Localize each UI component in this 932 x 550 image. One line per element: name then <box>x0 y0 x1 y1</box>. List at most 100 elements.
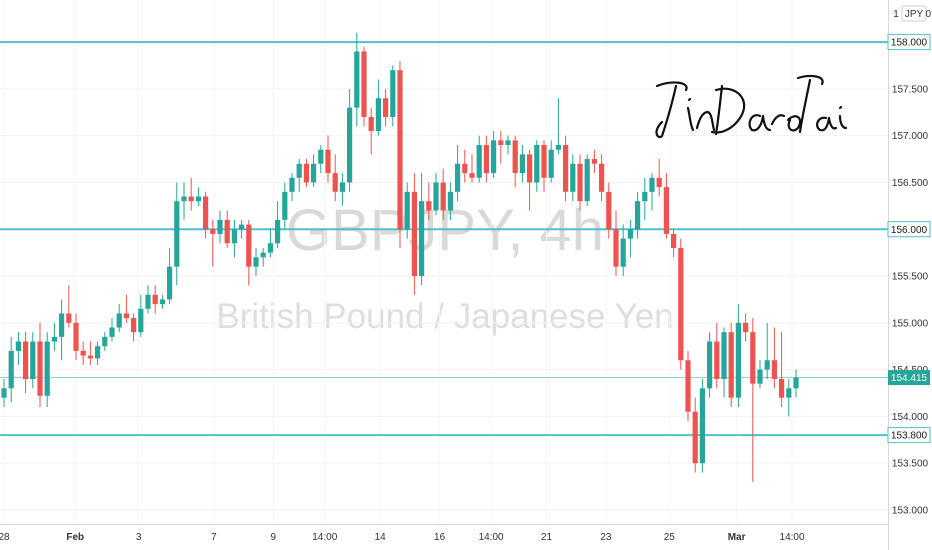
candle-body <box>519 154 525 174</box>
y-tick-label: 153.500 <box>892 459 929 470</box>
candle-body <box>606 191 612 230</box>
currency-label[interactable]: 1 JPY 0 <box>893 5 931 22</box>
candle-body <box>491 140 497 174</box>
candle-body <box>743 322 749 333</box>
candle-body <box>455 163 461 192</box>
level-price-label: 158.000 <box>891 38 928 49</box>
candle-body <box>548 149 554 178</box>
candle-body <box>757 369 763 384</box>
candle-body <box>563 145 569 192</box>
candle-body <box>138 308 144 333</box>
y-tick-label: 155.500 <box>892 272 929 283</box>
x-tick-label: 16 <box>434 532 446 543</box>
candle-body <box>591 159 597 164</box>
candle-body <box>447 191 453 211</box>
candle-body <box>109 327 115 337</box>
candle-body <box>764 360 770 370</box>
candle-body <box>332 173 338 192</box>
candle-body <box>721 332 727 379</box>
x-tick-label: 9 <box>270 532 276 543</box>
candle-body <box>577 163 583 202</box>
level-price-tag <box>887 427 931 444</box>
candle-body <box>620 238 626 267</box>
candle-body <box>87 355 93 359</box>
candle-body <box>685 360 691 412</box>
signature-logo <box>655 74 848 139</box>
y-tick-label: 153.000 <box>892 505 929 516</box>
x-tick-label: 3 <box>136 532 142 543</box>
candle-body <box>347 107 353 183</box>
candle-body <box>671 233 677 248</box>
candle-body <box>131 318 137 333</box>
candle-body <box>476 145 482 178</box>
candle-body <box>303 163 309 183</box>
level-price-label: 153.800 <box>891 431 928 442</box>
candle-body <box>397 70 403 230</box>
candle-body <box>678 247 684 361</box>
candle-body <box>239 224 245 230</box>
candle-body <box>51 336 57 342</box>
candle-body <box>246 224 252 267</box>
candle-body <box>73 322 79 351</box>
candle-body <box>642 191 648 202</box>
x-tick-label: 25 <box>664 532 676 543</box>
currency-label-box[interactable] <box>901 5 927 22</box>
candle-body <box>462 163 468 174</box>
price-axis-background[interactable] <box>888 0 932 550</box>
x-axis[interactable]: 28 Feb 3 7 9 14:00 14 16 14:00 21 23 25 Mar 14:00 <box>0 524 932 544</box>
candle-body <box>116 313 122 328</box>
candle-body <box>714 341 720 379</box>
candle-body <box>260 252 266 258</box>
candle-body <box>527 154 533 183</box>
candle-body <box>383 98 389 117</box>
x-tick-label: 14:00 <box>780 532 805 543</box>
candle-body <box>311 163 317 183</box>
candle-body <box>555 145 561 150</box>
y-tick-label: 156.500 <box>892 178 929 189</box>
candle-body <box>195 196 201 202</box>
candle-body <box>599 163 605 192</box>
candle-body <box>649 177 655 192</box>
candle-body <box>512 140 518 174</box>
candle-body <box>692 411 698 464</box>
candle-body <box>469 173 475 178</box>
y-axis[interactable]: 153.000153.500154.000154.500155.000155.5… <box>888 0 932 550</box>
candle-body <box>59 313 65 337</box>
candle-body <box>210 229 216 234</box>
level-price-tag <box>887 221 931 238</box>
candle-body <box>483 145 489 174</box>
candle-body <box>707 341 713 389</box>
candle-body <box>419 201 425 277</box>
price-tags-layer: 158.000 156.000 153.800 154.415 <box>887 34 931 444</box>
y-tick-label: 157.500 <box>892 84 929 95</box>
candle-body <box>635 201 641 230</box>
candle-body <box>174 201 180 267</box>
x-tick-label: 14 <box>375 532 387 543</box>
candle-body <box>296 163 302 178</box>
candle-body <box>30 341 36 379</box>
candle-body <box>159 299 165 305</box>
candle-body <box>318 149 324 164</box>
candle-body <box>750 332 756 384</box>
x-tick-label: 14:00 <box>312 532 337 543</box>
x-tick-label: 23 <box>600 532 612 543</box>
candle-body <box>411 191 417 277</box>
candle-body <box>8 350 14 389</box>
x-tick-label: Mar <box>728 532 746 543</box>
candle-body <box>584 159 590 202</box>
candle-body <box>23 341 29 379</box>
candle-body <box>627 229 633 239</box>
candle-body <box>375 98 381 131</box>
description-watermark: British Pound / Japanese Yen <box>216 297 673 336</box>
candle-body <box>339 182 345 192</box>
candle-body <box>224 219 230 244</box>
candle-body <box>282 191 288 220</box>
candle-body <box>728 332 734 398</box>
candle-body <box>95 346 101 359</box>
candle-body <box>152 294 158 305</box>
candle-body <box>570 163 576 192</box>
price-scale-mode: 1 <box>893 9 899 20</box>
candle-body <box>433 182 439 211</box>
